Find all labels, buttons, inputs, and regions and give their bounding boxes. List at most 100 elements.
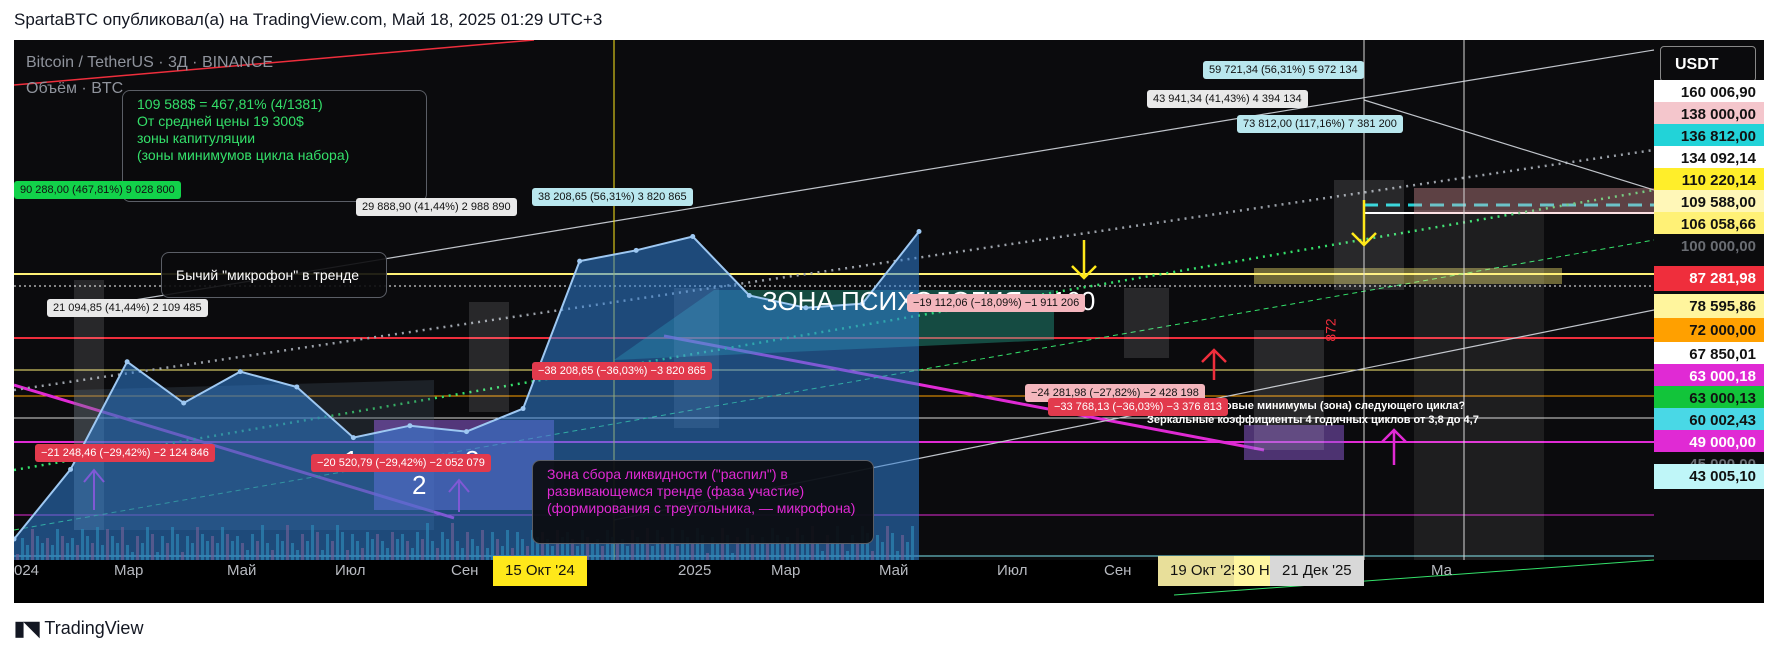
measure-label: 38 208,65 (56,31%) 3 820 865 — [532, 188, 693, 206]
symbol-label[interactable]: Bitcoin / TetherUS · 3Д · BINANCE — [26, 54, 274, 71]
price-point — [690, 234, 696, 240]
measure-label: −24 281,98 (−27,82%) −2 428 198 — [1025, 384, 1205, 402]
arrow-up-icon — [1201, 348, 1227, 380]
chart-canvas[interactable] — [14, 40, 1764, 603]
price-label: 43 005,10 — [1654, 464, 1764, 489]
green-dotted-trend — [14, 188, 1655, 472]
yellow-zone — [1254, 268, 1562, 284]
x-tick-label: 024 — [14, 562, 40, 579]
wave-number: 2 — [412, 470, 427, 500]
green-bottom-line — [1173, 559, 1655, 596]
measure-label: 29 888,90 (41,44%) 2 988 890 — [356, 198, 517, 216]
cycle-question: Ценовые минимумы (зона) следующего цикла… — [1204, 400, 1466, 412]
arrow-up-icon — [1381, 428, 1407, 465]
price-point — [633, 247, 639, 253]
next-cycle-zone — [1244, 425, 1344, 460]
price-point — [577, 258, 583, 264]
microphone-note: Бычий "микрофон" в тренде — [161, 252, 387, 298]
price-label: 106 058,66 — [1654, 212, 1764, 237]
price-point — [350, 435, 356, 441]
price-point — [520, 406, 526, 412]
price-label: 87 281,98 — [1654, 266, 1764, 291]
note-line: (зоны минимумов цикла набора) — [137, 147, 350, 163]
measure-label: −19 112,06 (−18,09%) −1 911 206 — [907, 294, 1086, 312]
footer-brand[interactable]: ▮◥ TradingView — [14, 616, 143, 641]
measure-box — [1124, 288, 1169, 358]
price-point — [237, 369, 243, 375]
price-point — [124, 359, 130, 365]
price-label: 110 220,14 — [1654, 168, 1764, 193]
x-tick-label: Ма — [1431, 562, 1453, 579]
price-label: 136 812,00 — [1654, 124, 1764, 149]
x-tick-label: Сен — [1104, 562, 1132, 579]
vertical-count: 872 — [1322, 318, 1339, 342]
price-point — [803, 305, 809, 311]
note-line: От средней цены 19 300$ — [137, 113, 304, 129]
arrow-down-icon — [1071, 240, 1097, 280]
measure-label: 43 941,34 (41,43%) 4 394 134 — [1147, 90, 1308, 108]
note-line: (формирования с треугольника, — микрофон… — [547, 500, 856, 516]
brand-name: TradingView — [44, 618, 144, 638]
measure-box — [1414, 210, 1544, 560]
price-label: 109 588,00 — [1654, 190, 1764, 215]
x-tick-label: Сен — [451, 562, 479, 579]
arrow-down-icon — [1351, 200, 1377, 247]
target-zone — [1414, 188, 1654, 214]
price-point — [294, 384, 300, 390]
price-label: 60 002,43 — [1654, 408, 1764, 433]
note-line: развивающемся тренде (фаза участие) — [547, 483, 805, 499]
measure-label: 21 094,85 (41,44%) 2 109 485 — [47, 299, 208, 317]
measure-box — [1254, 330, 1324, 450]
price-label: 160 006,90 — [1654, 80, 1764, 105]
x-date-highlight: 21 Дек '25 — [1270, 556, 1364, 586]
measure-label: −38 208,65 (−36,03%) −3 820 865 — [532, 362, 712, 380]
price-point — [916, 228, 922, 234]
wedge-line — [1363, 99, 1655, 191]
x-tick-label: Май — [879, 562, 909, 579]
measure-label: −20 520,79 (−29,42%) −2 052 079 — [311, 454, 491, 472]
measure-label: 90 288,00 (467,81%) 9 028 800 — [14, 181, 181, 199]
x-tick-label: Мар — [114, 562, 144, 579]
price-point — [68, 466, 74, 472]
note-line: Зона сбора ликвидности ("распил") в — [547, 466, 788, 482]
price-point — [181, 400, 187, 406]
price-label: 134 092,14 — [1654, 146, 1764, 171]
price-point — [14, 536, 17, 542]
measure-box — [1334, 180, 1404, 290]
price-point — [407, 423, 413, 429]
x-date-highlight: 30 Н — [1234, 556, 1274, 586]
measure-label: 59 721,34 (56,31%) 5 972 134 — [1203, 61, 1364, 79]
x-date-highlight: 15 Окт '24 — [493, 556, 587, 586]
x-tick-label: Май — [227, 562, 257, 579]
price-label: 138 000,00 — [1654, 102, 1764, 127]
publish-header: SpartaBTC опубликовал(а) на TradingView.… — [14, 10, 603, 29]
x-axis-background — [14, 560, 1764, 603]
price-label: 78 595,86 — [1654, 294, 1764, 319]
measure-label: −21 248,46 (−29,42%) −2 124 846 — [35, 444, 215, 462]
x-tick-label: Мар — [771, 562, 801, 579]
price-point — [464, 429, 469, 435]
x-tick-label: Июл — [335, 562, 366, 579]
measure-label: 73 812,00 (117,16%) 7 381 200 — [1237, 115, 1403, 133]
price-label: 63 000,18 — [1654, 364, 1764, 389]
volume-label[interactable]: Объём · BTC — [26, 80, 124, 97]
price-label: 67 850,01 — [1654, 342, 1764, 367]
price-label: 63 000,13 — [1654, 386, 1764, 411]
price-label: 72 000,00 — [1654, 318, 1764, 343]
price-point — [746, 292, 752, 298]
x-tick-label: Июл — [997, 562, 1028, 579]
price-label: 49 000,00 — [1654, 430, 1764, 455]
price-point — [859, 301, 865, 307]
x-tick-label: 2025 — [678, 562, 712, 579]
measure-label: −33 768,13 (−36,03%) −3 376 813 — [1048, 398, 1228, 416]
tradingview-logo-icon: ▮◥ — [14, 618, 39, 640]
measure-box — [469, 302, 509, 412]
resistance-line — [14, 40, 535, 86]
chart-panel[interactable]: Bitcoin / TetherUS · 3Д · BINANCE Объём … — [14, 40, 1764, 603]
liquidity-note: Зона сбора ликвидности ("распил") в разв… — [532, 460, 874, 544]
currency-button[interactable]: USDT — [1660, 46, 1756, 82]
cycle-coefficients: Зеркальные коэффициенты 4 годичных цикло… — [1147, 414, 1479, 426]
price-label: 100 000,00 — [1654, 234, 1764, 259]
note-line: зоны капитуляции — [137, 130, 256, 146]
note-line: 109 588$ = 467,81% (4/1381) — [137, 96, 323, 112]
